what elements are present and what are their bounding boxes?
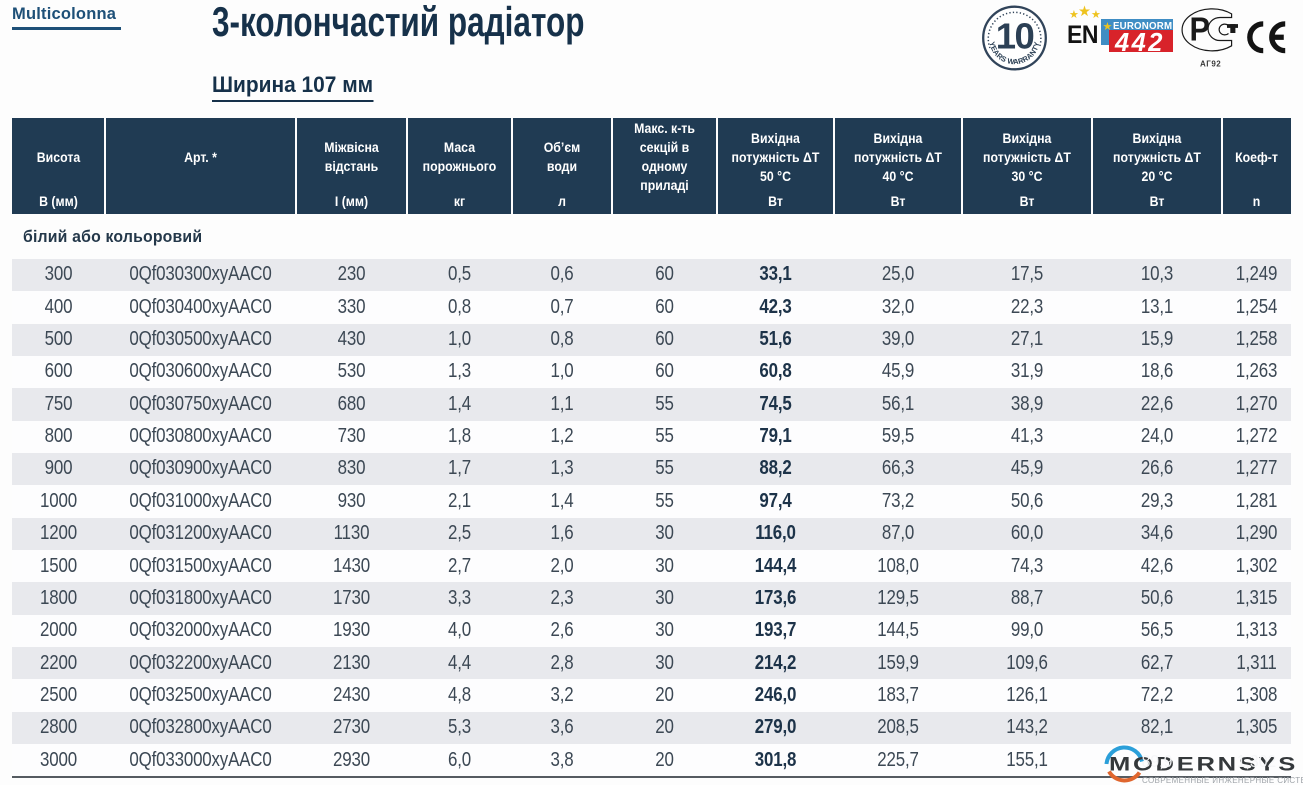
svg-text:СОВРЕМЕННЫЕ ИНЖЕНЕРНЫЕ СИСТЕМЫ: СОВРЕМЕННЫЕ ИНЖЕНЕРНЫЕ СИСТЕМЫ — [1142, 776, 1303, 785]
svg-text:Р: Р — [1190, 10, 1210, 47]
svg-text:MODERNSYS: MODERNSYS — [1109, 755, 1298, 776]
svg-text:1,302: 1,302 — [1237, 751, 1277, 771]
svg-text:89,9: 89,9 — [1142, 751, 1173, 771]
svg-text:10: 10 — [996, 16, 1034, 57]
svg-text:АГ92: АГ92 — [1200, 60, 1221, 69]
